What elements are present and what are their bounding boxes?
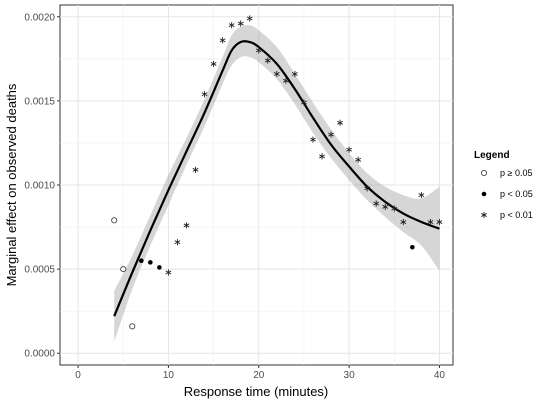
data-point [355, 156, 362, 163]
data-point [219, 37, 226, 44]
y-tick-label: 0.0005 [24, 265, 55, 276]
data-point [346, 146, 353, 153]
data-point [373, 200, 380, 207]
data-point [228, 22, 235, 29]
grid-major [60, 5, 453, 365]
data-point [282, 77, 289, 84]
data-point [120, 266, 127, 273]
y-axis-ticks: 0.0000 0.0005 0.0010 0.0015 0.0020 [24, 12, 60, 360]
x-tick-label: 20 [253, 370, 265, 381]
x-tick-label: 10 [163, 370, 175, 381]
data-point [139, 258, 144, 264]
legend-key-filled-circle [481, 191, 487, 197]
x-tick-label: 30 [344, 370, 356, 381]
legend-label: p < 0.01 [500, 210, 533, 220]
data-points [111, 15, 443, 330]
data-point [111, 217, 118, 224]
legend-label: p < 0.05 [500, 189, 533, 199]
x-tick-label: 40 [434, 370, 446, 381]
data-point [183, 222, 190, 229]
data-point [237, 20, 244, 27]
legend: Legend p ≥ 0.05 p < 0.05 p < 0.01 [474, 150, 533, 220]
y-tick-label: 0.0015 [24, 96, 55, 107]
legend-entries: p ≥ 0.05 p < 0.05 p < 0.01 [480, 168, 533, 220]
data-point [436, 218, 443, 226]
data-point [418, 191, 425, 199]
legend-key-asterisk [481, 211, 487, 219]
data-point [291, 70, 298, 78]
data-point [427, 218, 434, 226]
data-point [400, 218, 407, 226]
data-point [192, 166, 199, 173]
confidence-band [114, 24, 440, 342]
data-point [273, 70, 280, 78]
data-point [201, 91, 208, 98]
data-point [264, 57, 271, 64]
y-tick-label: 0.0000 [24, 349, 55, 360]
data-point [255, 47, 262, 54]
data-point [382, 203, 389, 210]
data-point [148, 260, 153, 265]
data-point [310, 136, 316, 143]
x-axis-title: Response time (minutes) [184, 384, 329, 399]
smooth-trend-line [113, 40, 440, 317]
data-point [157, 265, 162, 270]
data-point [210, 60, 217, 67]
data-point [246, 15, 253, 22]
data-point [391, 205, 398, 212]
x-tick-label: 0 [75, 370, 81, 381]
data-point [364, 185, 371, 192]
y-tick-label: 0.0010 [24, 181, 55, 192]
legend-key-open-circle [480, 169, 488, 177]
legend-label: p ≥ 0.05 [500, 168, 532, 178]
y-tick-label: 0.0020 [24, 12, 55, 23]
data-point [319, 153, 325, 160]
data-point [410, 244, 415, 250]
data-point [165, 269, 172, 276]
data-point [337, 119, 343, 126]
x-axis-ticks: 0 10 20 30 40 [75, 365, 445, 381]
data-point [328, 131, 334, 138]
data-point [174, 239, 181, 246]
y-axis-title: Marginal effect on observed deaths [4, 83, 19, 286]
data-point [129, 323, 136, 330]
legend-title: Legend [474, 150, 510, 161]
data-point [301, 99, 307, 106]
